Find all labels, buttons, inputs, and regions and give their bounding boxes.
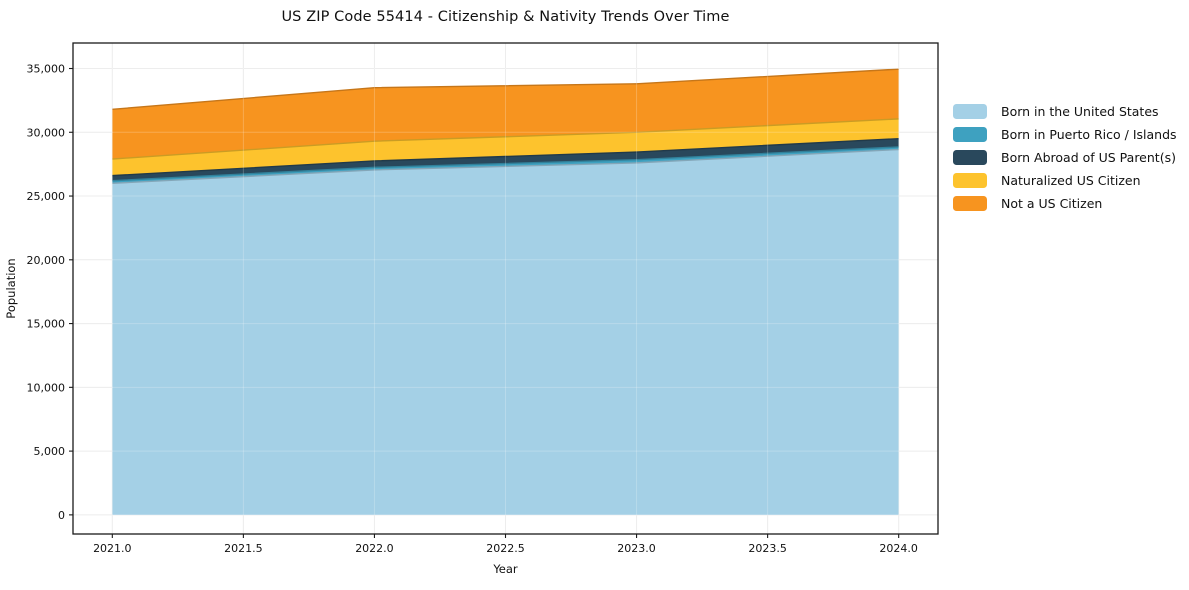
x-tick-label: 2021.5 [224, 542, 263, 555]
area-band [112, 149, 899, 515]
y-tick-label: 20,000 [27, 254, 66, 267]
x-tick-label: 2024.0 [879, 542, 918, 555]
y-tick-label: 30,000 [27, 126, 66, 139]
x-tick-label: 2022.0 [355, 542, 394, 555]
x-tick-label: 2022.5 [486, 542, 525, 555]
legend-swatch [953, 196, 987, 211]
legend-label: Born in Puerto Rico / Islands [1001, 127, 1177, 142]
legend-label: Not a US Citizen [1001, 196, 1103, 211]
area-edge [112, 118, 899, 160]
legend-swatch [953, 173, 987, 188]
x-tick-label: 2023.5 [748, 542, 787, 555]
area-edge [112, 137, 899, 177]
area-band [112, 146, 899, 184]
x-axis-label: Year [492, 562, 518, 576]
legend: Born in the United States Born in Puerto … [953, 100, 1177, 215]
area-edge [112, 146, 899, 182]
y-axis-label: Population [4, 258, 18, 318]
legend-label: Naturalized US Citizen [1001, 173, 1141, 188]
legend-item: Naturalized US Citizen [953, 169, 1177, 192]
area-edge [112, 68, 899, 111]
area-band [112, 118, 899, 176]
y-tick-label: 5,000 [34, 445, 66, 458]
y-tick-label: 0 [58, 509, 65, 522]
y-tick-label: 35,000 [27, 63, 66, 76]
legend-label: Born in the United States [1001, 104, 1159, 119]
y-tick-label: 15,000 [27, 318, 66, 331]
area-band [112, 69, 899, 160]
legend-item: Born in Puerto Rico / Islands [953, 123, 1177, 146]
chart-title: US ZIP Code 55414 - Citizenship & Nativi… [281, 9, 730, 25]
legend-item: Born in the United States [953, 100, 1177, 123]
legend-item: Born Abroad of US Parent(s) [953, 146, 1177, 169]
x-tick-label: 2021.0 [93, 542, 132, 555]
area-edge [112, 148, 899, 184]
legend-label: Born Abroad of US Parent(s) [1001, 150, 1176, 165]
y-tick-label: 25,000 [27, 190, 66, 203]
legend-swatch [953, 104, 987, 119]
legend-item: Not a US Citizen [953, 192, 1177, 215]
legend-swatch [953, 150, 987, 165]
legend-swatch [953, 127, 987, 142]
x-tick-label: 2023.0 [617, 542, 656, 555]
y-tick-label: 10,000 [27, 381, 66, 394]
